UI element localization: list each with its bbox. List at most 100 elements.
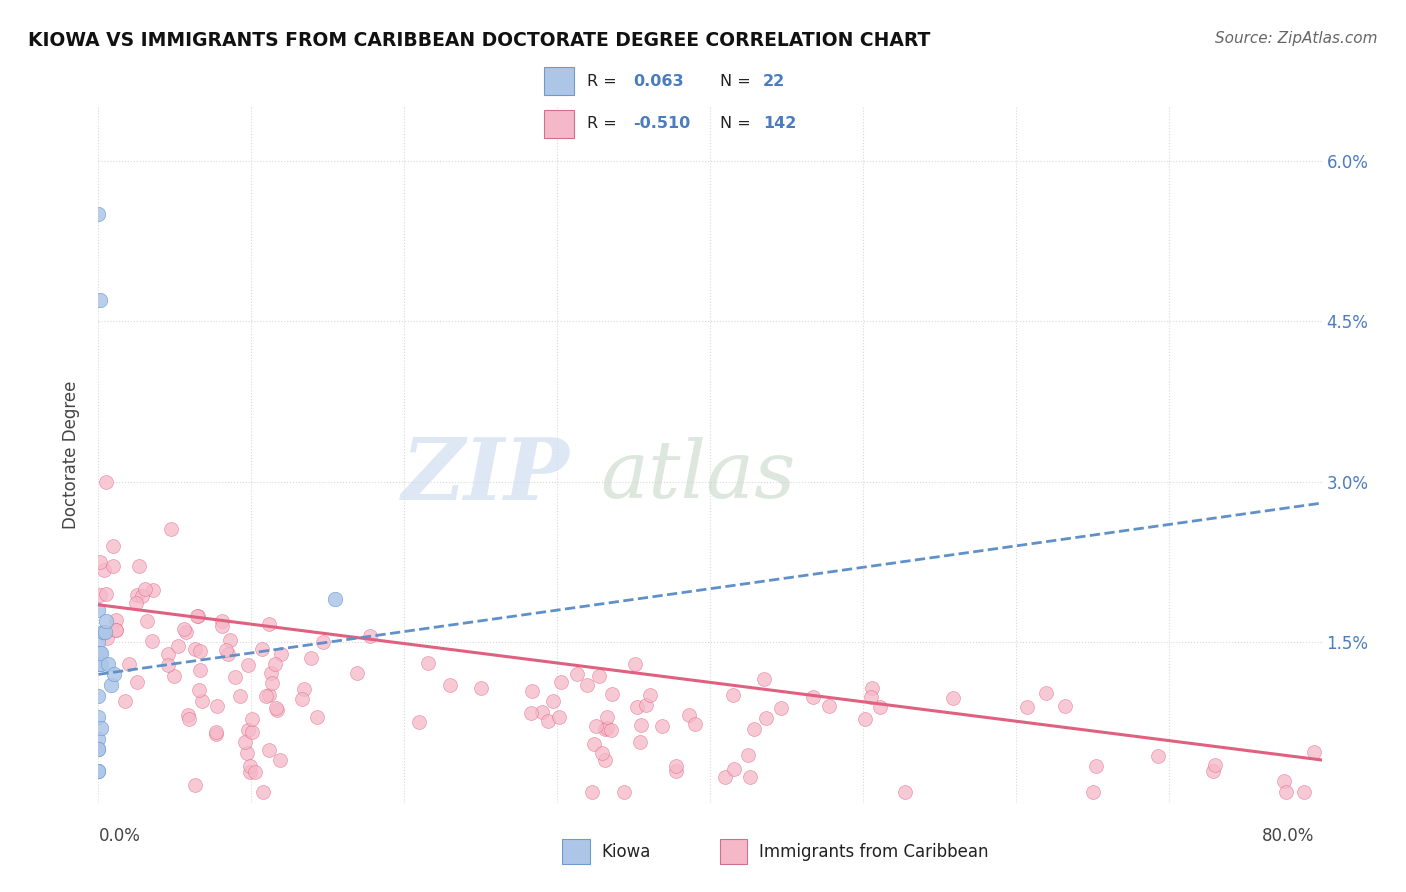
Point [305,710,328,724]
Point [188,682,211,697]
Point [651,719,673,733]
Text: ZIP: ZIP [402,434,569,517]
Text: Kiowa: Kiowa [602,843,651,861]
Point [233,734,256,748]
Text: 142: 142 [763,117,797,131]
Y-axis label: Doctorate Degree: Doctorate Degree [62,381,80,529]
Point [257,688,280,702]
Point [118,657,141,672]
Point [240,725,263,739]
Point [860,681,883,695]
Point [634,698,657,712]
Point [266,703,288,717]
Point [630,717,652,731]
Point [869,700,891,714]
Point [94,587,117,601]
Point [97,657,120,671]
Point [346,666,368,681]
Point [87,689,110,703]
Point [87,207,110,221]
Point [312,635,335,649]
Point [596,721,619,735]
Point [135,614,157,628]
Point [591,746,613,760]
Point [893,785,915,799]
Point [96,631,118,645]
Point [744,723,766,737]
Point [177,708,200,723]
Point [531,705,554,719]
Point [105,624,128,638]
Point [416,657,439,671]
Text: N =: N = [720,74,751,88]
Point [737,747,759,762]
Point [89,646,111,660]
Point [252,785,274,799]
Point [254,689,277,703]
Point [87,710,110,724]
Point [236,723,259,737]
Text: Source: ZipAtlas.com: Source: ZipAtlas.com [1215,31,1378,46]
Point [1085,759,1108,773]
Point [1202,764,1225,778]
Point [723,762,745,776]
Point [87,742,110,756]
Point [174,625,197,640]
Point [769,701,792,715]
Point [87,742,110,756]
Point [183,641,205,656]
Point [600,723,623,737]
Point [187,609,209,624]
Point [541,693,564,707]
Point [239,765,262,780]
Point [600,687,623,701]
Point [520,706,543,720]
Point [103,667,125,681]
Point [359,630,381,644]
Point [87,764,110,778]
Point [90,646,112,660]
Point [1302,745,1324,759]
Point [626,700,648,714]
Text: KIOWA VS IMMIGRANTS FROM CARIBBEAN DOCTORATE DEGREE CORRELATION CHART: KIOWA VS IMMIGRANTS FROM CARIBBEAN DOCTO… [28,31,931,50]
Point [160,522,183,536]
Point [752,672,775,686]
Point [211,614,233,628]
Point [89,588,111,602]
Point [1204,758,1226,772]
Point [721,688,744,702]
Text: Immigrants from Caribbean: Immigrants from Caribbean [759,843,988,861]
Text: 0.0%: 0.0% [98,827,141,845]
Point [215,642,238,657]
Point [269,753,291,767]
Point [101,540,124,554]
Point [127,675,149,690]
Point [628,735,651,749]
Point [163,668,186,682]
Text: 22: 22 [763,74,786,88]
Point [257,743,280,757]
Point [623,657,645,672]
Point [596,710,619,724]
Point [299,651,322,665]
Point [942,690,965,705]
Point [131,589,153,603]
Point [270,647,292,661]
Point [683,717,706,731]
Point [173,622,195,636]
Point [89,555,111,569]
Point [638,688,661,702]
Point [678,707,700,722]
Point [89,293,111,307]
Point [613,785,636,799]
Point [1015,700,1038,714]
Point [801,690,824,704]
Point [87,764,110,778]
Text: 80.0%: 80.0% [1263,827,1315,845]
Point [294,682,316,697]
Point [1275,785,1298,799]
Bar [544,67,575,95]
Point [1054,699,1077,714]
Point [860,690,883,704]
Point [156,657,179,672]
